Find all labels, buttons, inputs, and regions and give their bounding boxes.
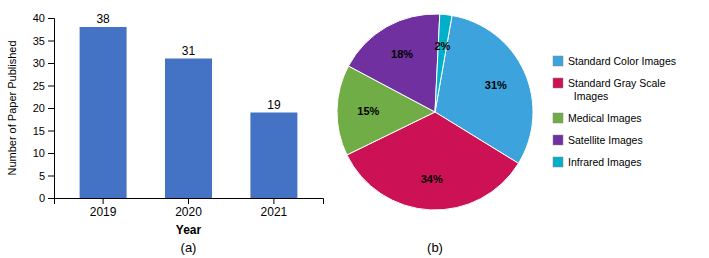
y-tick-label: 5 — [39, 170, 45, 182]
x-tick: 2020 — [175, 198, 202, 219]
legend-item: Standard Gray Scale Images — [553, 77, 666, 102]
slice — [348, 14, 439, 112]
legend-swatch — [553, 78, 563, 88]
legend-swatch — [553, 56, 563, 66]
y-tick: 10 — [33, 147, 54, 159]
legend-label: Infrared Images — [568, 156, 642, 168]
legend-label: Medical Images — [568, 112, 642, 124]
caption: (a) — [181, 240, 197, 255]
x-tick-label: 2021 — [261, 205, 288, 219]
y-tick-mark — [48, 176, 54, 177]
legend: Standard Color Images Standard Gray Scale… — [553, 55, 676, 168]
slices — [337, 14, 533, 210]
x-axis: 2019 2020 2021 — [55, 198, 324, 219]
data-label: 38 — [96, 12, 110, 26]
x-tick-label: 2019 — [90, 205, 117, 219]
axis-domain — [48, 19, 55, 199]
legend-label: Standard Color Images — [568, 55, 676, 67]
y-tick-mark — [48, 86, 54, 87]
data-labels: 31% 34% 15% 18% 2% — [357, 40, 507, 185]
x-tick-mark — [103, 198, 104, 204]
legend-label: Standard Gray Scale Images — [568, 77, 666, 102]
y-tick-label: 35 — [33, 35, 45, 47]
x-tick-label: 2020 — [175, 205, 202, 219]
x-tick-mark — [273, 198, 274, 204]
x-tick: 2021 — [261, 198, 288, 219]
legend-item: Infrared Images — [553, 156, 642, 168]
data-label: 34% — [421, 173, 443, 185]
y-tick: 30 — [33, 57, 54, 69]
data-label: 19 — [267, 98, 281, 112]
y-tick-mark — [48, 41, 54, 42]
y-tick: 0 — [39, 192, 54, 204]
y-axis: 0 5 10 15 20 25 30 35 40 — [33, 12, 55, 204]
bar — [165, 59, 212, 199]
y-tick-mark — [48, 63, 54, 64]
y-tick-mark — [48, 198, 54, 199]
data-label: 15% — [357, 105, 379, 117]
figure: 2019 2020 2021 0 5 10 15 20 25 30 35 40 38 31 19 Year Nu… — [0, 0, 709, 258]
y-axis-title: Number of Paper Published — [6, 40, 18, 175]
x-tick-mark — [188, 198, 189, 204]
y-tick: 15 — [33, 125, 54, 137]
data-label: 31% — [485, 79, 507, 91]
y-tick: 25 — [33, 80, 54, 92]
data-label: 18% — [391, 48, 413, 60]
bar — [80, 27, 127, 198]
caption: (b) — [427, 240, 443, 255]
data-label: 2% — [434, 40, 450, 52]
bar-chart: 2019 2020 2021 0 5 10 15 20 25 30 35 40 38 31 19 Year Nu… — [6, 12, 324, 237]
y-tick: 20 — [33, 102, 54, 114]
legend-label: Satellite Images — [568, 134, 643, 146]
y-tick: 5 — [39, 170, 54, 182]
slice — [435, 14, 452, 112]
bars — [80, 27, 298, 198]
legend-item: Medical Images — [553, 112, 642, 124]
pie-chart: 31% 34% 15% 18% 2% — [337, 14, 533, 210]
data-label: 31 — [182, 44, 196, 58]
y-tick: 40 — [33, 12, 54, 24]
legend-item: Standard Color Images — [553, 55, 676, 67]
y-tick-label: 40 — [33, 12, 45, 24]
y-tick-label: 30 — [33, 57, 45, 69]
y-tick-label: 10 — [33, 147, 45, 159]
y-tick-label: 0 — [39, 192, 45, 204]
legend-swatch — [553, 157, 563, 167]
data-labels: 38 31 19 — [96, 12, 280, 112]
y-tick-mark — [48, 153, 54, 154]
y-tick-label: 25 — [33, 80, 45, 92]
legend-item: Satellite Images — [553, 134, 643, 146]
y-tick-mark — [48, 108, 54, 109]
axis-domain — [55, 199, 324, 205]
y-tick-mark — [48, 131, 54, 132]
legend-swatch — [553, 135, 563, 145]
x-axis-title: Year — [176, 223, 202, 237]
x-tick: 2019 — [90, 198, 117, 219]
y-tick: 35 — [33, 35, 54, 47]
legend-swatch — [553, 113, 563, 123]
y-tick-mark — [48, 18, 54, 19]
y-tick-label: 20 — [33, 102, 45, 114]
y-tick-label: 15 — [33, 125, 45, 137]
bar — [250, 113, 297, 199]
